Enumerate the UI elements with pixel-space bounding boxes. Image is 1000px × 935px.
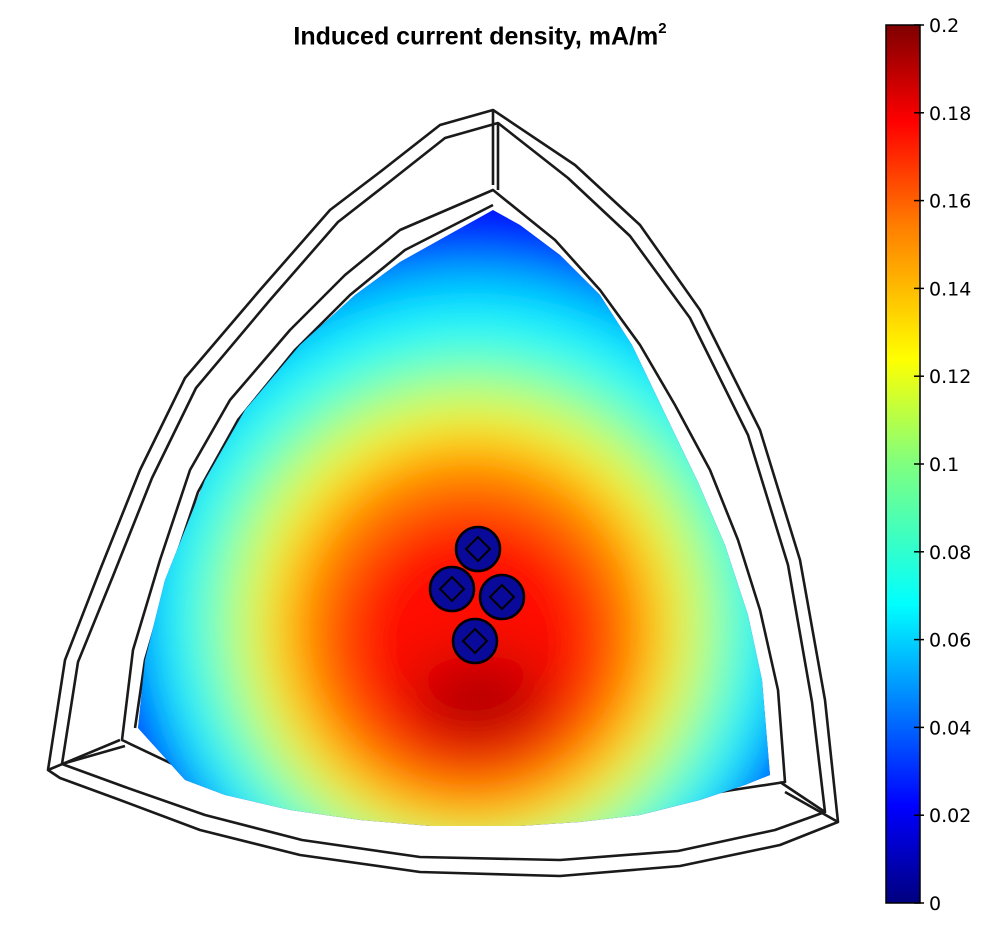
colorbar-tick-label: 0.18 xyxy=(929,103,971,125)
chart-title: Induced current density, mA/m2 xyxy=(293,20,667,51)
conductor-group xyxy=(428,525,526,665)
conductor-top xyxy=(454,525,502,573)
colorbar-tick-label: 0 xyxy=(929,893,941,915)
colorbar-tick-label: 0.16 xyxy=(929,191,971,213)
colorbar: 0.2 0.18 0.16 0.14 0.12 0.1 0.08 0.06 0.04 0.02 0 xyxy=(885,15,971,915)
colorbar-tick-label: 0.14 xyxy=(929,278,971,300)
colorbar-tick-label: 0.08 xyxy=(929,542,971,564)
colorbar-tick-label: 0.04 xyxy=(929,717,971,739)
conductor-right xyxy=(478,573,526,621)
colorbar-tick-label: 0.06 xyxy=(929,630,971,652)
colorbar-tick-label: 0.02 xyxy=(929,805,971,827)
conductor-left xyxy=(428,565,476,613)
conductor-bottom xyxy=(451,617,499,665)
colorbar-tick-label: 0.12 xyxy=(929,366,971,388)
colorbar-tick-label: 0.2 xyxy=(929,15,959,37)
colorbar-tick-label: 0.1 xyxy=(929,454,959,476)
